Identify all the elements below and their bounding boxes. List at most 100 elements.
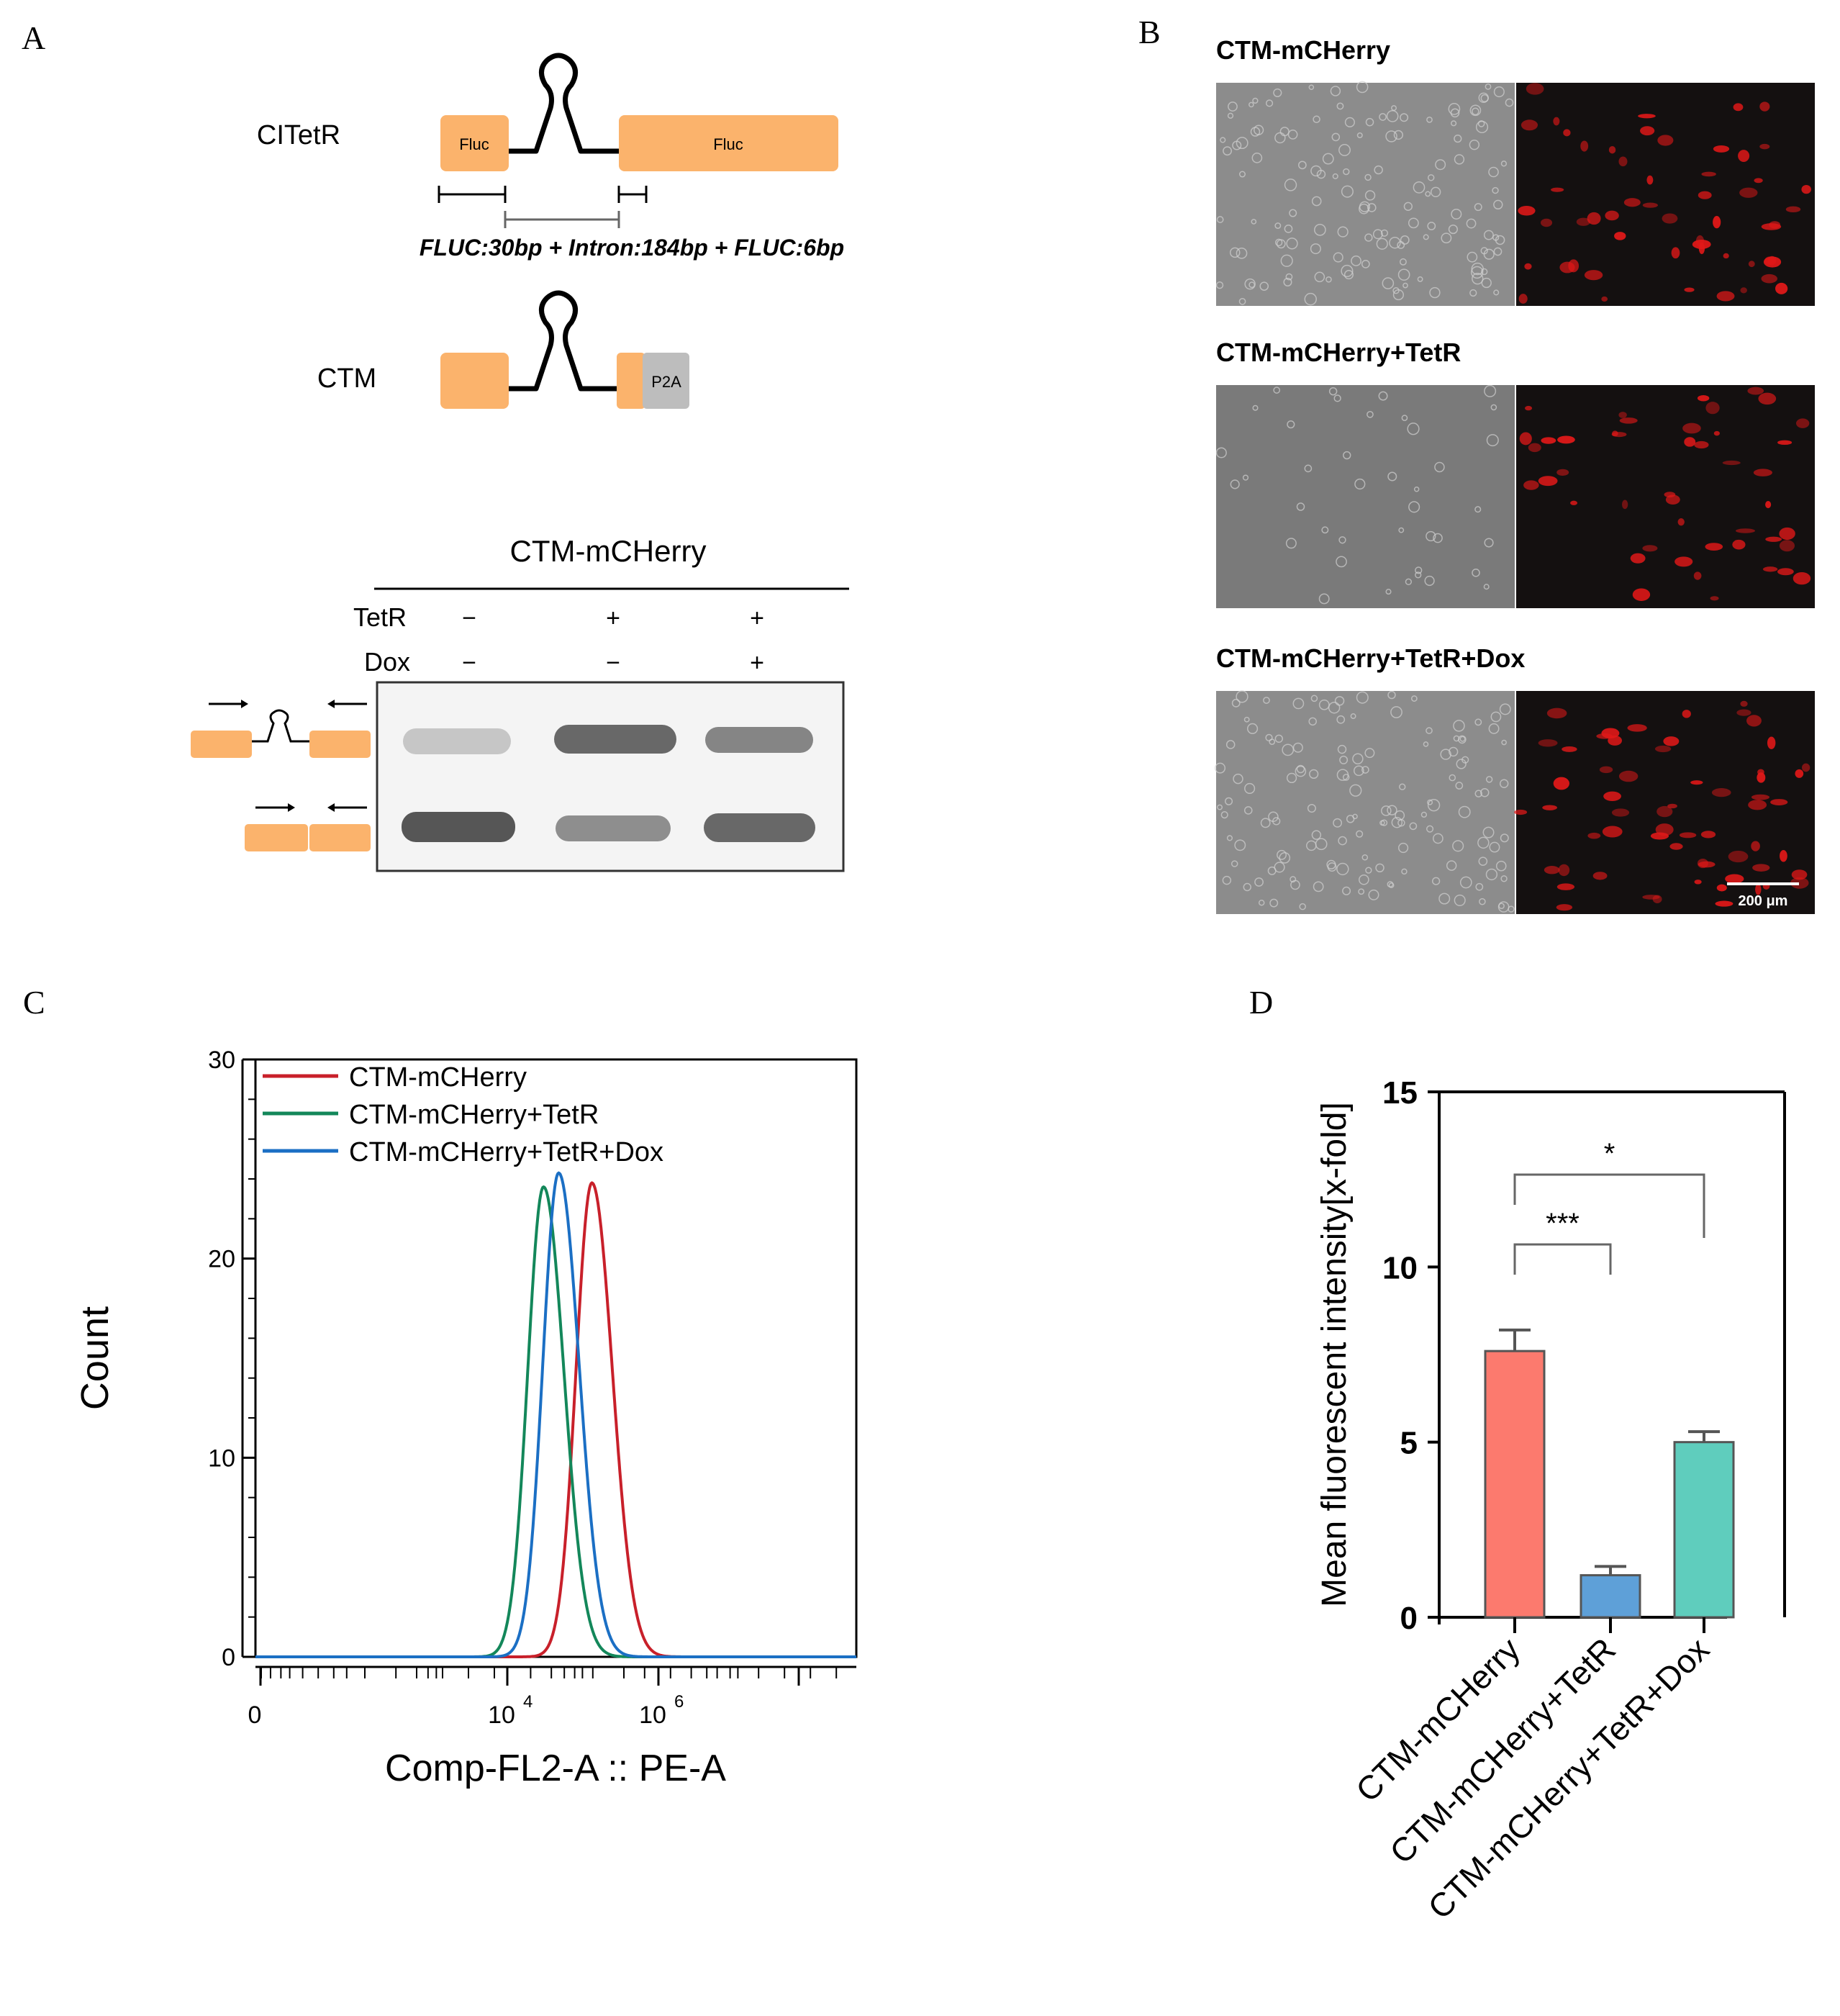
brightfield-cell <box>1423 741 1429 747</box>
series-line <box>255 1185 856 1658</box>
brightfield-cell <box>1280 254 1293 267</box>
brightfield-cell <box>1493 289 1500 296</box>
gel-section: CTM-mCHerry TetR − + + Dox − − + <box>191 534 849 872</box>
brightfield-cell <box>1344 117 1355 127</box>
brightfield-cell <box>1477 120 1485 127</box>
brightfield-cell <box>1356 691 1369 704</box>
red-cell <box>1759 101 1770 112</box>
y-axis-label: Count <box>73 1306 117 1410</box>
lengths-text: FLUC:30bp + Intron:184bp + FLUC:6bp <box>420 235 844 261</box>
red-cell <box>1557 435 1575 444</box>
primer-diagram-unspliced <box>191 700 371 758</box>
red-cell <box>1735 528 1756 533</box>
brightfield-cell <box>1337 744 1347 754</box>
red-cell <box>1725 874 1744 884</box>
red-cell <box>1601 728 1620 739</box>
red-cell <box>1767 736 1776 749</box>
brightfield-cell <box>1405 578 1413 585</box>
red-cell <box>1650 832 1669 840</box>
brightfield-cell <box>1304 292 1317 306</box>
red-cell <box>1694 440 1709 449</box>
brightfield-cell <box>1336 102 1344 110</box>
brightfield-cell <box>1451 208 1462 220</box>
brightfield-cell <box>1223 146 1232 156</box>
y-tick-label: 20 <box>208 1246 235 1273</box>
red-cell <box>1679 832 1697 839</box>
bar <box>1673 1441 1735 1619</box>
brightfield-cell <box>1398 527 1405 533</box>
red-cell <box>1716 884 1727 892</box>
brightfield-cell <box>1385 130 1397 143</box>
red-cell <box>1759 143 1770 150</box>
brightfield-cell <box>1454 154 1465 165</box>
red-cell <box>1733 103 1744 112</box>
y-axis-label: Mean fluorescent intensity[x-fold] <box>1315 1102 1354 1607</box>
brightfield-cell <box>1392 287 1400 294</box>
brightfield-cell <box>1459 736 1466 742</box>
brightfield-cell <box>1469 139 1480 150</box>
y-tick-label: 10 <box>208 1445 235 1472</box>
red-cell <box>1762 566 1778 572</box>
red-cell <box>1525 405 1533 411</box>
brightfield-cell <box>1274 222 1282 229</box>
brightfield-cell <box>1415 566 1423 574</box>
red-cell <box>1754 178 1763 184</box>
brightfield-cell <box>1493 86 1505 98</box>
red-cell <box>1523 480 1539 490</box>
red-cell <box>1665 494 1680 505</box>
brightfield-cell <box>1233 773 1243 785</box>
brightfield-cell <box>1231 698 1241 708</box>
red-cell <box>1682 710 1691 718</box>
red-cell <box>1611 432 1627 438</box>
brightfield-cell <box>1338 144 1351 156</box>
red-cell <box>1576 217 1591 226</box>
brightfield-cell <box>1483 248 1495 260</box>
brightfield-cell <box>1287 130 1298 140</box>
brightfield-cell <box>1231 860 1238 867</box>
brightfield-cell <box>1333 818 1343 828</box>
red-cell <box>1638 114 1656 119</box>
brightfield-cell <box>1484 538 1494 548</box>
brightfield-cell <box>1479 898 1486 905</box>
brightfield-cell <box>1410 695 1418 702</box>
brightfield-cell <box>1433 833 1444 844</box>
brightfield-cell <box>1311 196 1322 207</box>
red-cell <box>1753 469 1772 476</box>
red-cell <box>1755 884 1762 895</box>
brightfield-cell <box>1477 836 1490 849</box>
brightfield-cell <box>1499 703 1511 715</box>
brightfield-cell <box>1284 224 1293 233</box>
red-cell <box>1623 198 1641 207</box>
brightfield-cell <box>1478 856 1488 867</box>
brightfield-cell <box>1365 867 1372 874</box>
brightfield-cell <box>1387 471 1397 482</box>
brightfield-cell <box>1425 191 1431 197</box>
brightfield-cell <box>1492 186 1499 194</box>
brightfield-cell <box>1452 840 1464 852</box>
brightfield-cell <box>1375 863 1384 873</box>
brightfield-cell <box>1475 882 1484 891</box>
brightfield-cell <box>1311 830 1322 840</box>
brightfield-cell <box>1426 727 1433 734</box>
brightfield-cell <box>1500 833 1509 843</box>
red-cell <box>1551 187 1564 192</box>
red-cell <box>1732 539 1746 550</box>
brightfield-cell <box>1290 880 1300 890</box>
panel-d: D 0 5 10 15 Mean fluorescent intensity[x-fol… <box>1249 984 1786 1926</box>
brightfield-cell <box>1427 798 1441 812</box>
brightfield-cell <box>1466 218 1477 229</box>
brightfield-cell <box>1342 774 1350 781</box>
red-cell <box>1599 766 1613 774</box>
brightfield-cell <box>1493 199 1503 210</box>
brightfield-cell <box>1409 822 1418 831</box>
red-cell <box>1705 402 1720 415</box>
red-cell <box>1748 800 1767 810</box>
brightfield-cell <box>1248 101 1254 108</box>
brightfield-cell <box>1485 868 1498 881</box>
brightfield-cell <box>1499 779 1509 788</box>
red-cell <box>1757 772 1766 783</box>
red-cell <box>1736 709 1751 716</box>
brightfield-cell <box>1225 740 1236 749</box>
brightfield-cell <box>1314 271 1325 283</box>
